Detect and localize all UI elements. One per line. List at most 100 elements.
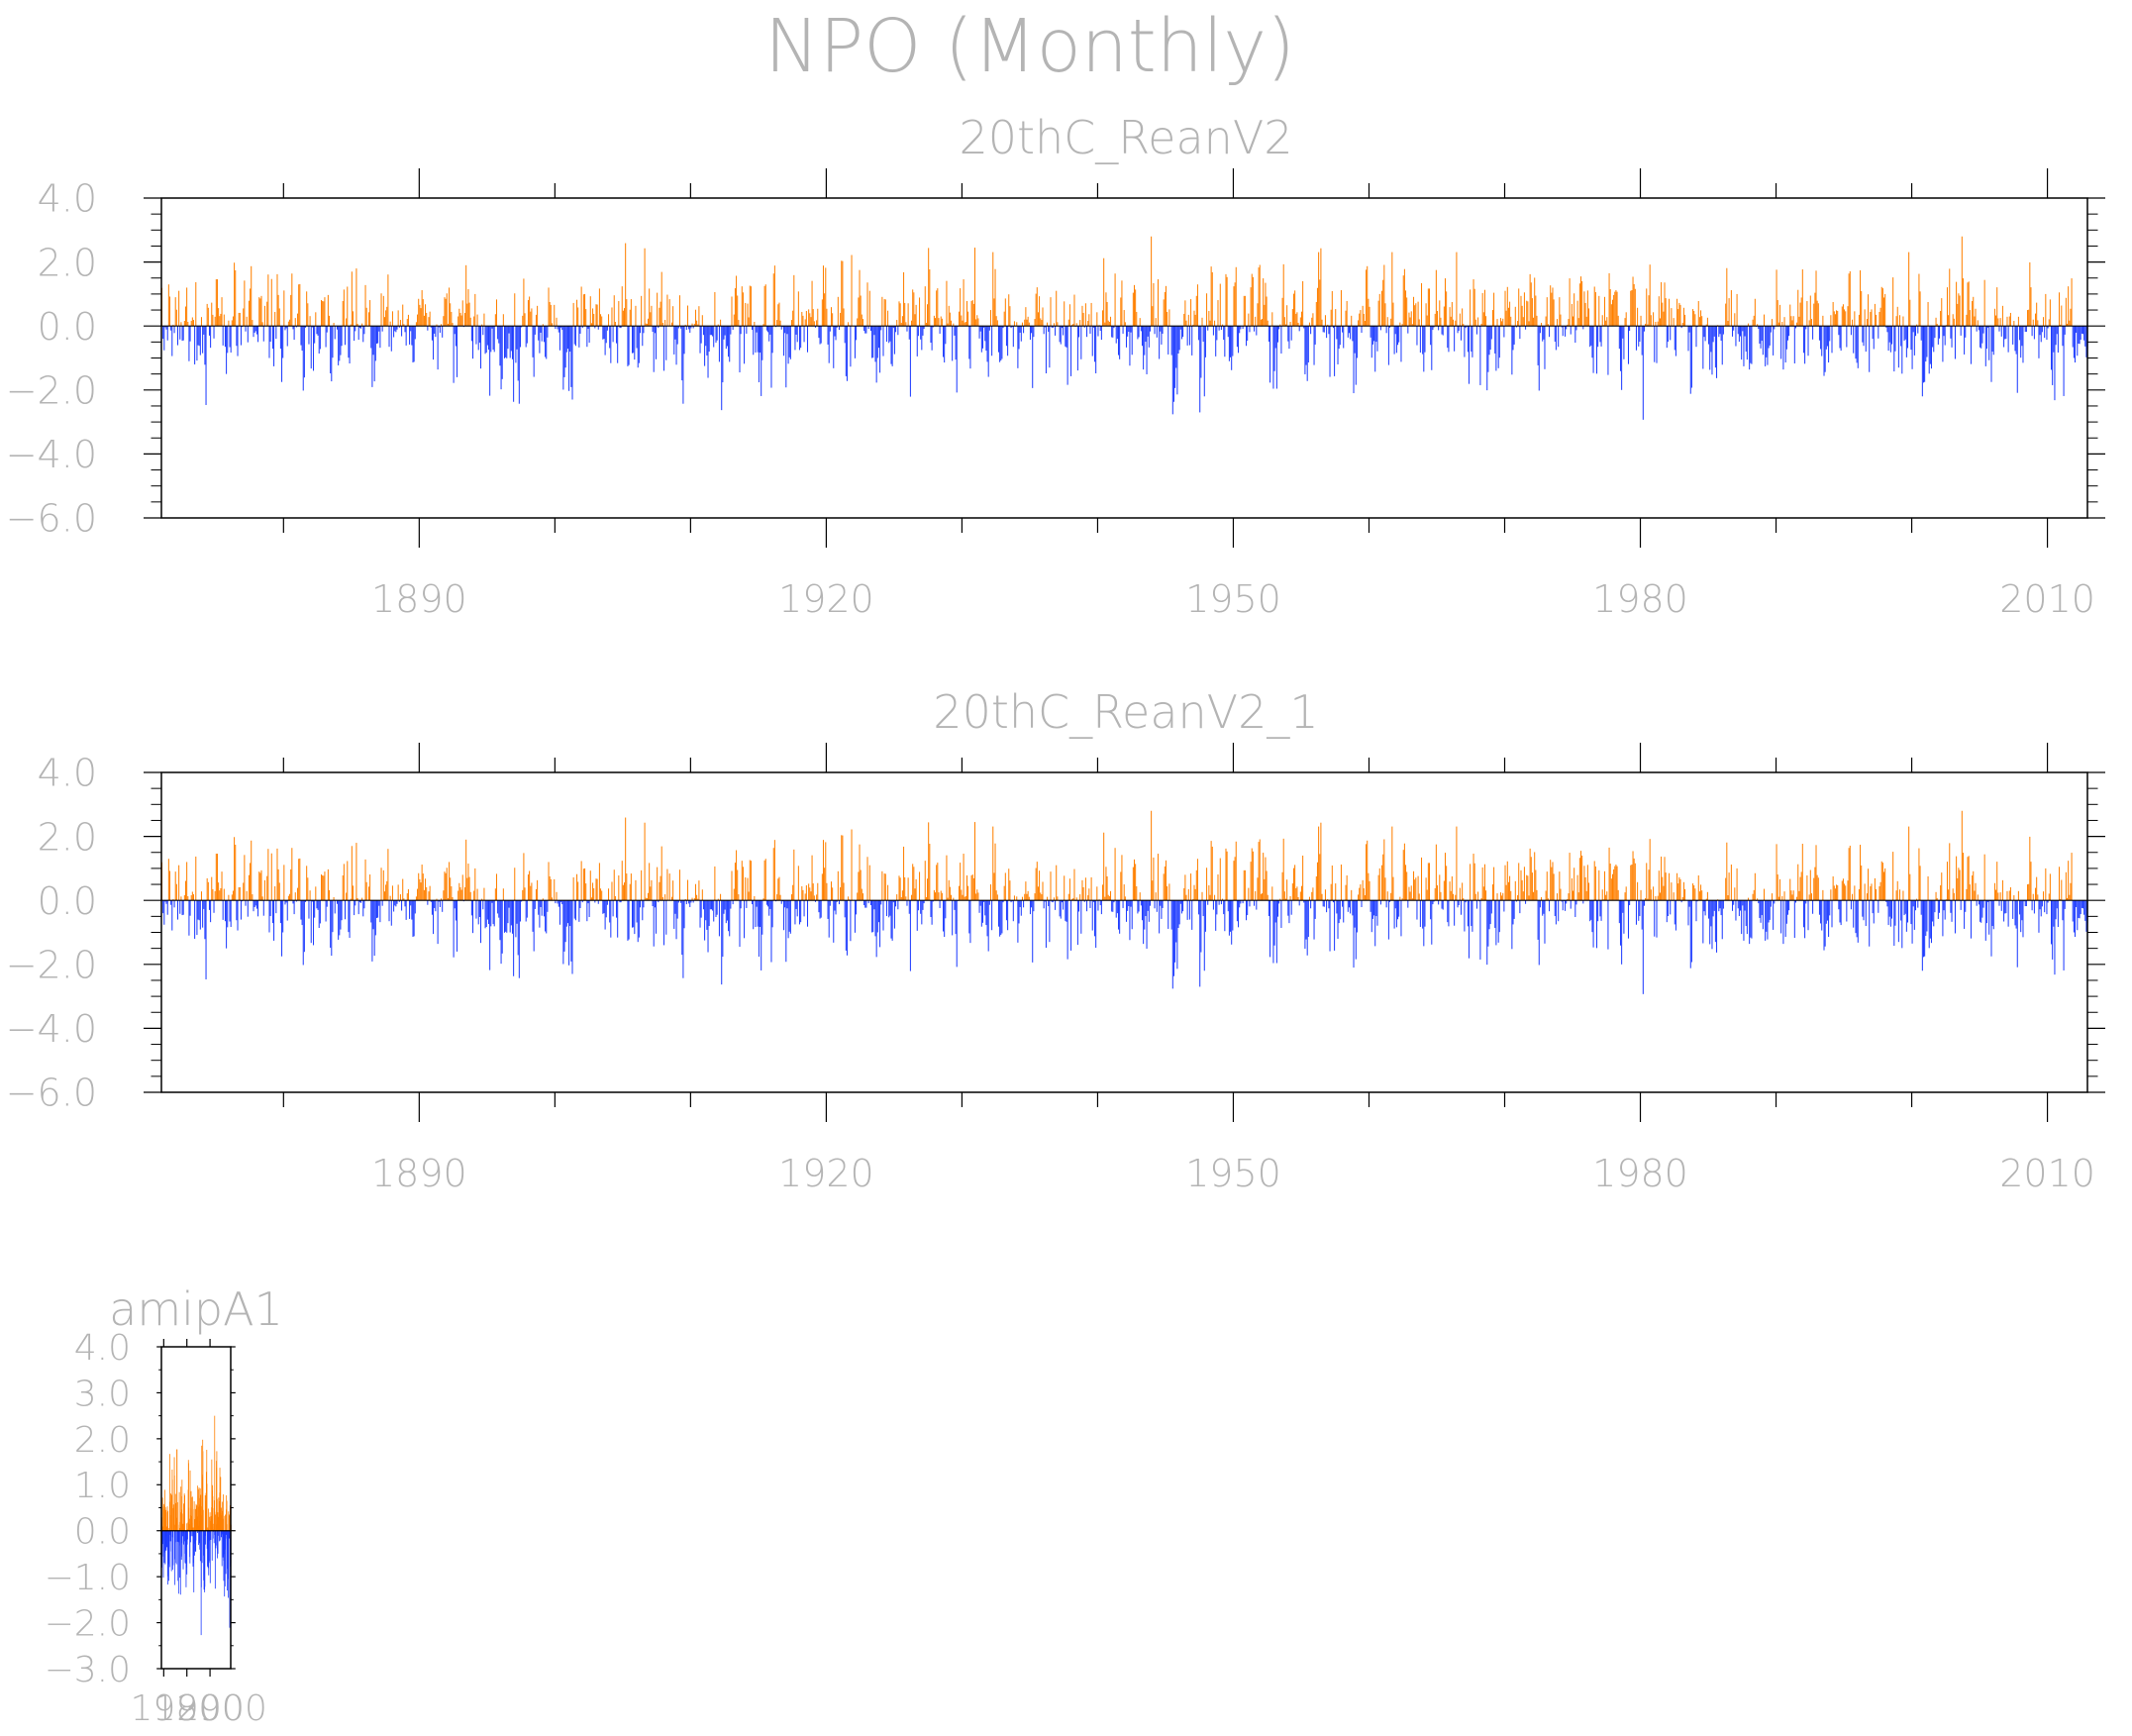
bar (1562, 326, 1564, 337)
bar (896, 894, 898, 901)
bar (2076, 326, 2078, 333)
bar (1267, 894, 1269, 901)
bar (198, 326, 200, 347)
bar (1289, 896, 1291, 901)
bar (662, 326, 664, 371)
bar (210, 326, 212, 349)
bar (1429, 863, 1431, 901)
bar (459, 312, 461, 327)
bar (1422, 900, 1424, 929)
bar (2083, 900, 2085, 915)
bar (897, 326, 899, 336)
bar (1363, 887, 1365, 901)
bar (1009, 306, 1011, 327)
bar (627, 326, 629, 366)
bar (1215, 326, 1217, 357)
bar (228, 1530, 229, 1580)
panel-title: amipA1 (109, 1282, 283, 1336)
bar (1025, 881, 1027, 901)
bar (1051, 326, 1053, 328)
bar (247, 326, 249, 343)
bar (1912, 900, 1914, 907)
bar (191, 317, 193, 327)
bar (1125, 900, 1128, 922)
plot-frame (160, 771, 2088, 1093)
bar (644, 822, 646, 901)
bar (1801, 844, 1803, 901)
bar (1895, 890, 1897, 901)
bar (1328, 326, 1330, 335)
bar (273, 326, 275, 366)
bar (854, 900, 856, 933)
bar (539, 326, 541, 354)
bar (481, 324, 483, 327)
bar (651, 305, 653, 327)
bar (1793, 900, 1795, 938)
bar (458, 308, 460, 327)
bar (1608, 847, 1610, 901)
bar (514, 293, 516, 327)
bar (278, 308, 280, 327)
bar (547, 326, 549, 338)
bar (1769, 326, 1771, 346)
bar (1573, 316, 1574, 327)
bar (1768, 326, 1770, 349)
bar (672, 306, 674, 327)
bar (2038, 900, 2040, 933)
bar (1286, 305, 1288, 327)
bar (907, 877, 909, 901)
bar (1116, 326, 1118, 340)
bar (1501, 895, 1503, 901)
bar (1631, 865, 1633, 901)
bar (1773, 900, 1775, 930)
bar (419, 304, 421, 327)
bar (1361, 900, 1363, 907)
bar (811, 280, 813, 327)
bar (1818, 326, 1820, 341)
bar (230, 326, 232, 354)
bar (1494, 326, 1496, 354)
bar (707, 326, 709, 378)
bar (1119, 326, 1121, 359)
bar (841, 260, 843, 327)
bar (1137, 326, 1139, 340)
bar (541, 900, 543, 916)
bar (1488, 326, 1490, 356)
bar (274, 885, 276, 901)
bar (1549, 326, 1551, 338)
bar (1386, 317, 1388, 327)
bar (936, 865, 938, 901)
bar (521, 326, 523, 328)
bar (1571, 877, 1573, 901)
bar (1812, 900, 1814, 914)
bar (1943, 900, 1945, 911)
bar (193, 1501, 195, 1531)
bar (595, 878, 597, 901)
bar (1196, 859, 1198, 901)
bar (1174, 326, 1176, 388)
bar (1924, 326, 1926, 382)
bar (2063, 900, 2065, 970)
bar (342, 301, 344, 327)
bar (1763, 314, 1766, 327)
bar (1914, 326, 1917, 337)
bar (214, 316, 216, 327)
bar (1212, 326, 1214, 336)
bar (1060, 326, 1062, 345)
bar (1208, 885, 1210, 901)
bar (495, 299, 498, 327)
bar (1107, 320, 1109, 327)
bar (1918, 848, 1920, 901)
bar (1114, 848, 1116, 901)
bar (1525, 900, 1527, 904)
bar (1017, 326, 1019, 368)
bar (738, 320, 740, 327)
bar (747, 877, 749, 901)
bar (1394, 900, 1396, 909)
bar (2065, 871, 2067, 901)
bar (1419, 326, 1421, 354)
bar (650, 312, 652, 327)
bar (920, 326, 922, 340)
bar (1789, 878, 1791, 901)
bar (1049, 326, 1051, 368)
